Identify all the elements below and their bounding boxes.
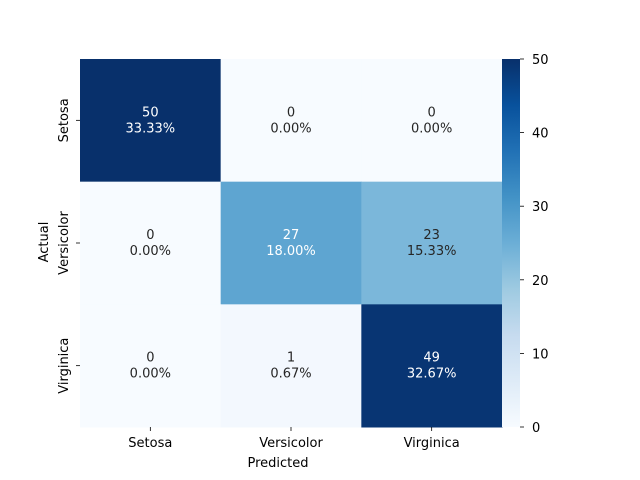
colorbar: 0 10 20 30 40 50	[502, 53, 549, 436]
cell-count-label: 49	[423, 351, 440, 366]
cell-percent-label: 32.67%	[407, 367, 457, 382]
heatmap-cell-labels: 5033.33%00.00%00.00%00.00%2718.00%2315.3…	[126, 105, 457, 381]
x-tick-label: Virginica	[404, 436, 460, 451]
cell-count-label: 0	[428, 105, 436, 120]
cell-percent-label: 0.67%	[270, 367, 311, 382]
cell-percent-label: 0.00%	[270, 121, 311, 136]
y-tick-label: Versicolor	[57, 211, 72, 275]
cell-percent-label: 15.33%	[407, 244, 457, 259]
cell-percent-label: 0.00%	[411, 121, 452, 136]
cell-count-label: 50	[142, 105, 159, 120]
heatmap-cell	[80, 304, 222, 428]
colorbar-tick-label: 10	[532, 347, 549, 362]
heatmap-cell	[220, 181, 362, 305]
colorbar-ticks: 0 10 20 30 40 50	[520, 53, 549, 436]
colorbar-tick-label: 50	[532, 53, 549, 68]
heatmap-cell	[220, 304, 362, 428]
colorbar-tick-label: 20	[532, 274, 549, 289]
cell-count-label: 27	[283, 228, 300, 243]
y-axis-ticks: Setosa Versicolor Virginica	[57, 98, 80, 394]
x-axis-ticks: Setosa Versicolor Virginica	[128, 427, 460, 451]
cell-count-label: 23	[423, 228, 440, 243]
heatmap-cells	[80, 59, 503, 428]
y-axis-label: Actual	[37, 222, 52, 263]
colorbar-tick-label: 0	[532, 421, 540, 436]
heatmap-cell	[80, 181, 222, 305]
heatmap-cell	[361, 304, 503, 428]
heatmap-cell	[361, 59, 503, 183]
y-tick-label: Setosa	[57, 98, 72, 142]
colorbar-tick-label: 30	[532, 200, 549, 215]
x-axis-label: Predicted	[247, 456, 308, 471]
cell-percent-label: 0.00%	[130, 367, 171, 382]
cell-count-label: 1	[287, 351, 295, 366]
cell-percent-label: 33.33%	[126, 121, 176, 136]
x-tick-label: Versicolor	[259, 436, 323, 451]
colorbar-gradient	[502, 59, 520, 427]
heatmap-cell	[80, 59, 222, 183]
cell-count-label: 0	[287, 105, 295, 120]
cell-percent-label: 18.00%	[266, 244, 316, 259]
heatmap-cell	[361, 181, 503, 305]
x-tick-label: Setosa	[128, 436, 172, 451]
cell-percent-label: 0.00%	[130, 244, 171, 259]
y-tick-label: Virginica	[57, 338, 72, 394]
cell-count-label: 0	[146, 351, 154, 366]
heatmap-cell	[220, 59, 362, 183]
cell-count-label: 0	[146, 228, 154, 243]
colorbar-tick-label: 40	[532, 127, 549, 142]
